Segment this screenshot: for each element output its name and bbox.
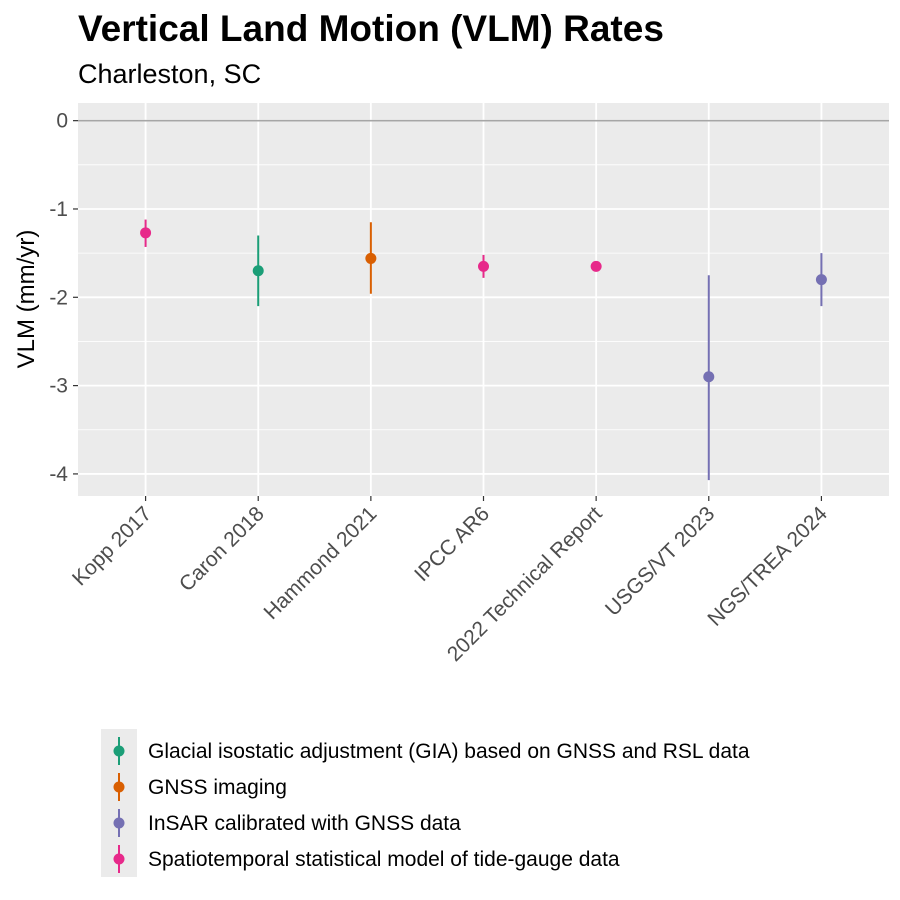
x-tick-label: IPCC AR6 (410, 502, 494, 586)
y-axis-title: VLM (mm/yr) (13, 230, 40, 369)
chart-subtitle: Charleston, SC (78, 59, 261, 89)
x-tick-label: USGS/VT 2023 (601, 502, 719, 620)
legend-label: Glacial isostatic adjustment (GIA) based… (148, 740, 750, 763)
legend-key-point (113, 745, 125, 757)
y-tick-label: -1 (49, 198, 68, 221)
legend-label: InSAR calibrated with GNSS data (148, 812, 461, 835)
data-point (703, 371, 715, 383)
data-marks (140, 219, 827, 481)
data-point (590, 260, 602, 272)
data-point (815, 274, 827, 286)
data-point (365, 252, 377, 264)
legend-label: Spatiotemporal statistical model of tide… (148, 848, 620, 871)
y-axis: 0 -1 -2 -3 -4 (49, 110, 78, 486)
data-point (478, 260, 489, 272)
y-tick-label: -3 (49, 375, 68, 398)
legend-key-point (113, 853, 125, 865)
y-tick-label: 0 (56, 110, 68, 133)
x-tick-label: Hammond 2021 (259, 502, 381, 624)
data-point (140, 227, 152, 239)
y-tick-label: -4 (49, 463, 68, 486)
legend-label: GNSS imaging (148, 776, 287, 799)
legend-key-point (113, 817, 125, 829)
data-point (252, 265, 264, 277)
chart-title: Vertical Land Motion (VLM) Rates (78, 8, 664, 49)
x-tick-label: Caron 2018 (175, 502, 269, 596)
legend: Glacial isostatic adjustment (GIA) based… (113, 737, 750, 873)
x-tick-label: Kopp 2017 (68, 502, 156, 590)
legend-key-point (113, 781, 125, 793)
x-tick-label: NGS/TREA 2024 (703, 502, 832, 631)
y-tick-label: -2 (49, 286, 68, 309)
